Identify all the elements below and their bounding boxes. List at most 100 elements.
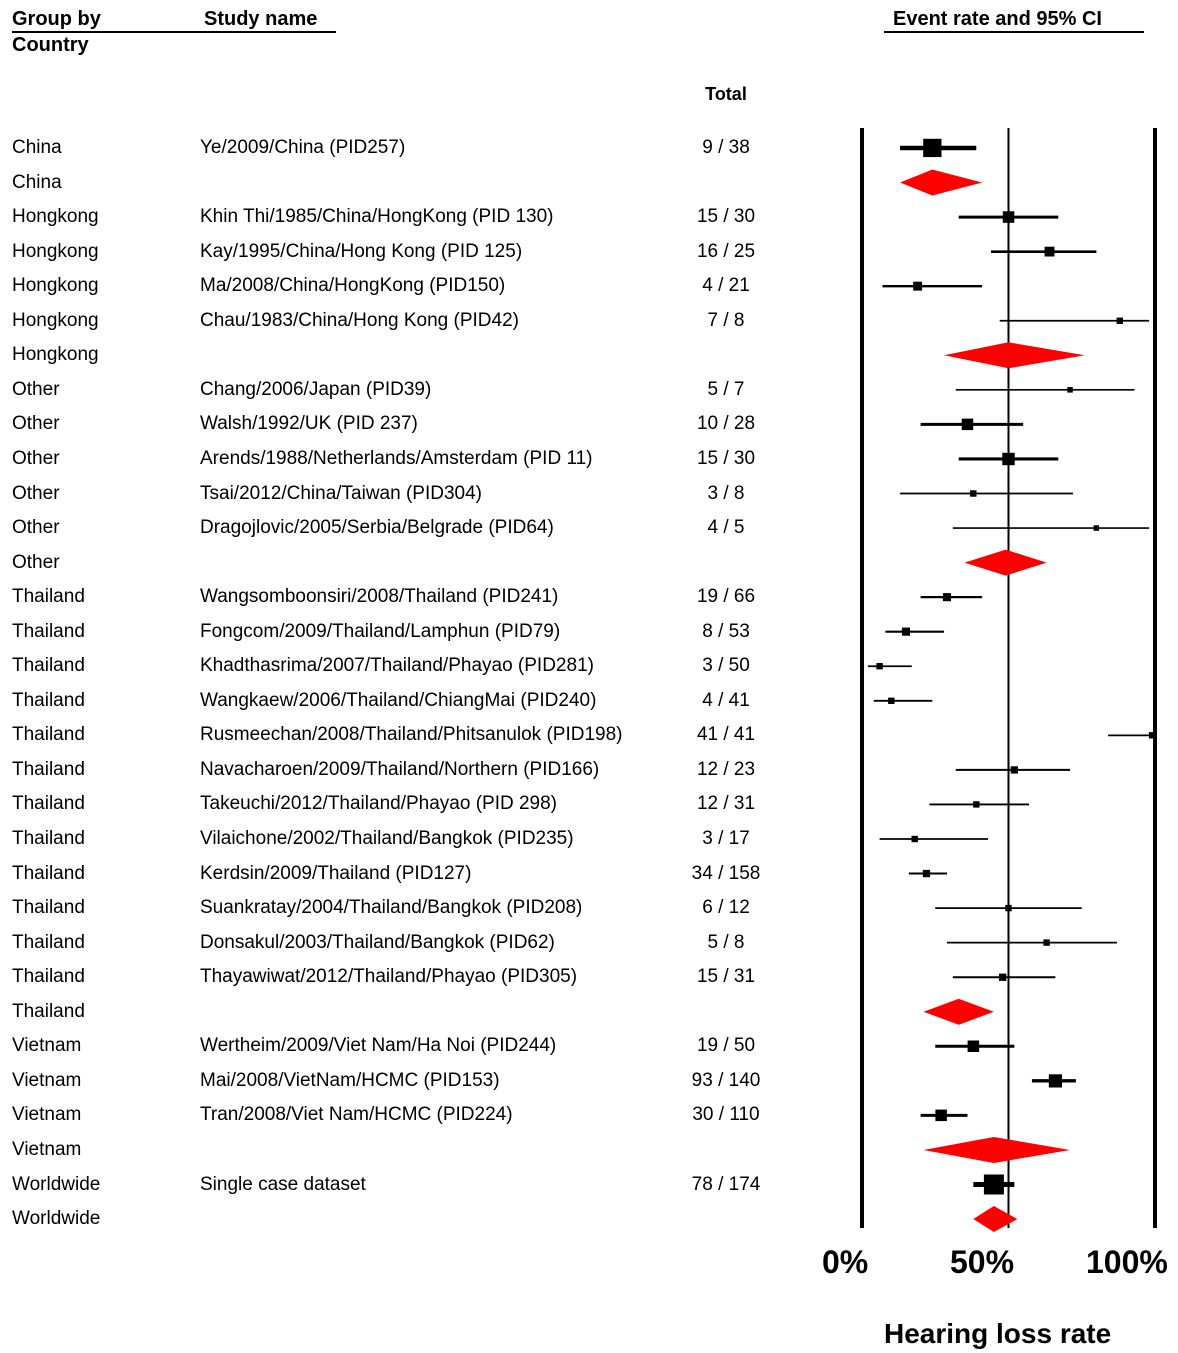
point-estimate-marker <box>983 1174 1004 1195</box>
row-country: Thailand <box>12 586 85 608</box>
x-axis-label: Hearing loss rate <box>884 1318 1112 1349</box>
row-total: 10 / 28 <box>696 413 756 435</box>
row-total: 12 / 31 <box>696 793 756 815</box>
summary-diamond <box>900 169 983 196</box>
row-country: Thailand <box>12 620 85 642</box>
row-total: 16 / 25 <box>696 240 756 262</box>
row-country: Other <box>12 482 60 504</box>
row-country: China <box>12 137 62 158</box>
row-country: Thailand <box>12 966 85 988</box>
row-study-name: Ye/2009/China (PID257) <box>200 137 406 158</box>
row-country: China <box>12 171 62 193</box>
point-estimate-marker <box>913 281 923 291</box>
row-country: Thailand <box>12 724 85 746</box>
point-estimate-marker <box>999 973 1007 981</box>
row-study-name: Single case dataset <box>200 1173 366 1195</box>
point-estimate-marker <box>876 663 883 670</box>
row-country: Thailand <box>12 689 85 711</box>
row-study-name: Tsai/2012/China/Taiwan (PID304) <box>200 482 482 504</box>
point-estimate-marker <box>1005 904 1012 912</box>
row-total: 4 / 41 <box>702 689 750 711</box>
point-estimate-marker <box>911 835 918 843</box>
summary-diamond <box>973 1206 1018 1233</box>
row-total: 7 / 8 <box>707 309 745 331</box>
row-study-name: Dragojlovic/2005/Serbia/Belgrade (PID64) <box>200 517 554 539</box>
row-study-name: Kay/1995/China/Hong Kong (PID 125) <box>200 240 523 262</box>
row-study-name: Takeuchi/2012/Thailand/Phayao (PID 298) <box>200 793 558 815</box>
x-tick-100: 100% <box>1086 1244 1168 1280</box>
summary-diamond <box>964 549 1047 576</box>
row-country: Other <box>12 378 60 400</box>
point-estimate-marker <box>1010 766 1018 774</box>
row-total: 5 / 7 <box>707 378 745 400</box>
point-estimate-marker <box>1002 211 1015 223</box>
row-study-name: Walsh/1992/UK (PID 237) <box>200 413 418 435</box>
point-estimate-marker <box>922 869 931 878</box>
row-country: Thailand <box>12 931 85 953</box>
point-estimate-marker <box>923 138 942 158</box>
row-total: 19 / 66 <box>696 586 756 608</box>
x-tick-0: 0% <box>822 1244 869 1280</box>
point-estimate-marker <box>970 490 977 497</box>
row-total: 30 / 110 <box>692 1104 760 1126</box>
header-underline-right <box>884 31 1144 33</box>
row-study-name: Arends/1988/Netherlands/Amsterdam (PID 1… <box>200 447 593 469</box>
point-estimate-marker <box>942 593 951 602</box>
row-study-name: Wangkaew/2006/Thailand/ChiangMai (PID240… <box>200 689 597 711</box>
row-study-name: Ma/2008/China/HongKong (PID150) <box>200 275 506 297</box>
row-total: 6 / 12 <box>702 897 750 919</box>
row-study-name: Rusmeechan/2008/Thailand/Phitsanulok (PI… <box>200 724 623 746</box>
point-estimate-marker <box>973 801 980 808</box>
point-estimate-marker <box>1116 317 1123 324</box>
row-study-name: Mai/2008/VietNam/HCMC (PID153) <box>200 1069 500 1091</box>
row-country: Worldwide <box>12 1173 101 1195</box>
row-country: Thailand <box>12 655 85 677</box>
row-total: 8 / 53 <box>702 620 750 642</box>
point-estimate-marker <box>1002 452 1015 466</box>
row-total: 9 / 38 <box>702 137 750 158</box>
point-estimate-marker <box>961 418 974 431</box>
row-country: Hongkong <box>12 344 99 366</box>
row-total: 3 / 50 <box>702 655 750 677</box>
row-study-name: Khadthasrima/2007/Thailand/Phayao (PID28… <box>200 655 594 677</box>
row-study-name: Wangsomboonsiri/2008/Thailand (PID241) <box>200 586 559 608</box>
row-country: Hongkong <box>12 206 99 228</box>
row-total: 3 / 8 <box>707 482 745 504</box>
row-total: 34 / 158 <box>691 862 761 884</box>
row-study-name: Tran/2008/Viet Nam/HCMC (PID224) <box>200 1104 513 1126</box>
x-tick-50: 50% <box>950 1244 1015 1280</box>
header-underline-left <box>12 31 336 33</box>
row-total: 41 / 41 <box>696 724 756 746</box>
header-study-name: Study name <box>204 8 318 30</box>
row-country: Hongkong <box>12 275 99 297</box>
row-total: 93 / 140 <box>691 1069 761 1091</box>
header-country: Country <box>12 34 89 56</box>
row-study-name: Thayawiwat/2012/Thailand/Phayao (PID305) <box>200 966 578 988</box>
row-country: Other <box>12 447 60 469</box>
row-country: Thailand <box>12 897 85 919</box>
row-total: 15 / 30 <box>696 206 756 228</box>
header-total: Total <box>705 84 747 104</box>
row-study-name: Wertheim/2009/Viet Nam/Ha Noi (PID244) <box>200 1035 557 1057</box>
row-country: Thailand <box>12 1000 85 1022</box>
row-study-name: Fongcom/2009/Thailand/Lamphun (PID79) <box>200 620 561 642</box>
point-estimate-marker <box>901 627 910 636</box>
row-study-name: Vilaichone/2002/Thailand/Bangkok (PID235… <box>200 828 574 849</box>
row-country: Worldwide <box>12 1208 101 1230</box>
row-country: Vietnam <box>12 1104 82 1126</box>
row-study-name: Chau/1983/China/Hong Kong (PID42) <box>200 309 519 331</box>
row-study-name: Navacharoen/2009/Thailand/Northern (PID1… <box>200 758 600 780</box>
row-country: Thailand <box>12 793 85 815</box>
header-group-by: Group by <box>12 8 101 30</box>
row-country: Other <box>12 517 60 539</box>
row-country: Hongkong <box>12 240 99 262</box>
row-total: 15 / 31 <box>696 966 756 988</box>
summary-diamond <box>923 1136 1071 1163</box>
row-total: 12 / 23 <box>696 758 756 780</box>
point-estimate-marker <box>967 1040 980 1052</box>
row-country: Vietnam <box>12 1138 82 1160</box>
point-estimate-marker <box>1044 246 1055 257</box>
point-estimate-marker <box>888 697 895 704</box>
